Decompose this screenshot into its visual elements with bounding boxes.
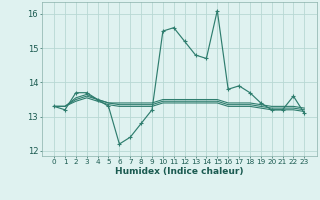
- X-axis label: Humidex (Indice chaleur): Humidex (Indice chaleur): [115, 167, 244, 176]
